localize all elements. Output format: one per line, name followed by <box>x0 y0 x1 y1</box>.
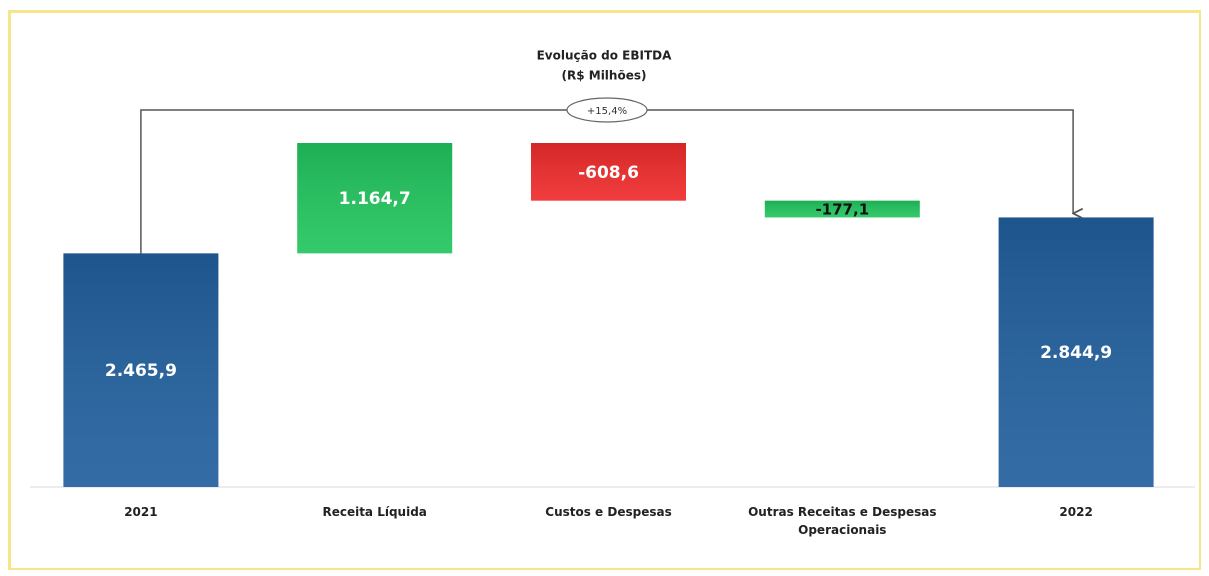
chart-title: Evolução do EBITDA <box>537 49 673 63</box>
frame <box>8 10 1201 570</box>
x-tick-label: Custos e Despesas <box>545 505 672 519</box>
value-label: 1.164,7 <box>339 189 411 209</box>
value-label: -608,6 <box>578 163 639 183</box>
value-label: 2.465,9 <box>105 361 177 381</box>
value-label: -177,1 <box>815 201 869 219</box>
x-tick-label: 2021 <box>124 505 158 519</box>
x-tick-label: Outras Receitas e Despesas Operacionais <box>748 505 937 537</box>
bar-shade <box>998 217 1154 487</box>
bar-shade <box>531 143 686 201</box>
bar-shade <box>297 143 453 254</box>
bar-shade <box>63 253 219 487</box>
annotation: +15,4% <box>587 106 627 117</box>
annotation-bubble <box>566 97 648 123</box>
chart-subtitle: (R$ Milhões) <box>562 69 647 83</box>
bar-shade <box>764 200 920 218</box>
x-tick-label: Receita Líquida <box>322 505 427 519</box>
x-tick-label: 2022 <box>1059 505 1093 519</box>
value-label: 2.844,9 <box>1040 343 1112 363</box>
